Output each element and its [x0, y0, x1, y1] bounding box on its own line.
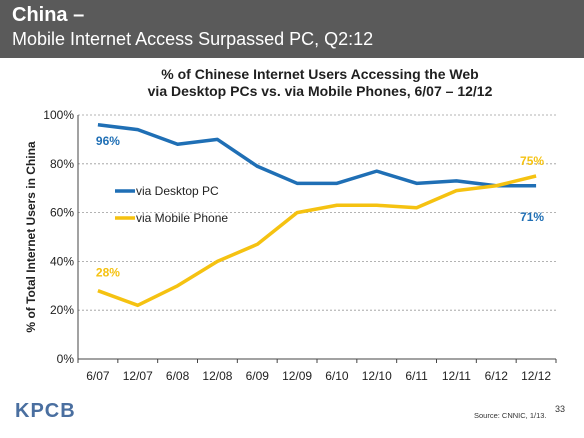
x-tick-label: 6/12: [485, 369, 509, 383]
x-tick-label: 6/11: [405, 369, 428, 383]
y-tick-label: 100%: [43, 108, 74, 122]
series-line-desktop-pc: [97, 123, 537, 188]
y-tick-label: 20%: [50, 303, 74, 317]
data-label: 75%: [520, 154, 544, 168]
chart-title-line-1: % of Chinese Internet Users Accessing th…: [161, 66, 479, 82]
data-label: 71%: [520, 210, 544, 224]
y-tick-label: 0%: [57, 352, 75, 366]
kpcb-logo: KPCB: [15, 400, 76, 422]
y-tick-label: 40%: [50, 254, 74, 268]
slide-title: China –: [12, 4, 85, 26]
x-tick-label: 12/09: [282, 369, 312, 383]
header-bar: China – Mobile Internet Access Surpassed…: [0, 0, 584, 58]
y-tick-label: 80%: [50, 157, 74, 171]
y-tick-label: 60%: [50, 206, 74, 220]
data-label: 96%: [96, 134, 120, 148]
slide-subtitle: Mobile Internet Access Surpassed PC, Q2:…: [12, 29, 374, 49]
x-tick-label: 6/08: [166, 369, 190, 383]
x-tick-label: 12/12: [521, 369, 551, 383]
chart-title-line-2: via Desktop PCs vs. via Mobile Phones, 6…: [147, 83, 493, 99]
source-note: Source: CNNIC, 1/13.: [474, 411, 547, 420]
x-tick-label: 6/07: [86, 369, 110, 383]
data-label: 28%: [96, 266, 120, 280]
x-tick-label: 12/08: [202, 369, 232, 383]
x-tick-label: 6/09: [246, 369, 270, 383]
x-tick-label: 6/10: [325, 369, 349, 383]
y-axis-label: % of Total Internet Users in China: [24, 141, 38, 332]
legend-entry: via Mobile Phone: [136, 211, 228, 225]
legend-entry: via Desktop PC: [136, 184, 219, 198]
page-number: 33: [555, 404, 566, 414]
x-tick-label: 12/07: [123, 369, 153, 383]
x-tick-label: 12/10: [362, 369, 392, 383]
series-line-mobile-phone: [97, 174, 537, 308]
chart-title: % of Chinese Internet Users Accessing th…: [0, 66, 584, 100]
x-tick-label: 12/11: [442, 369, 471, 383]
